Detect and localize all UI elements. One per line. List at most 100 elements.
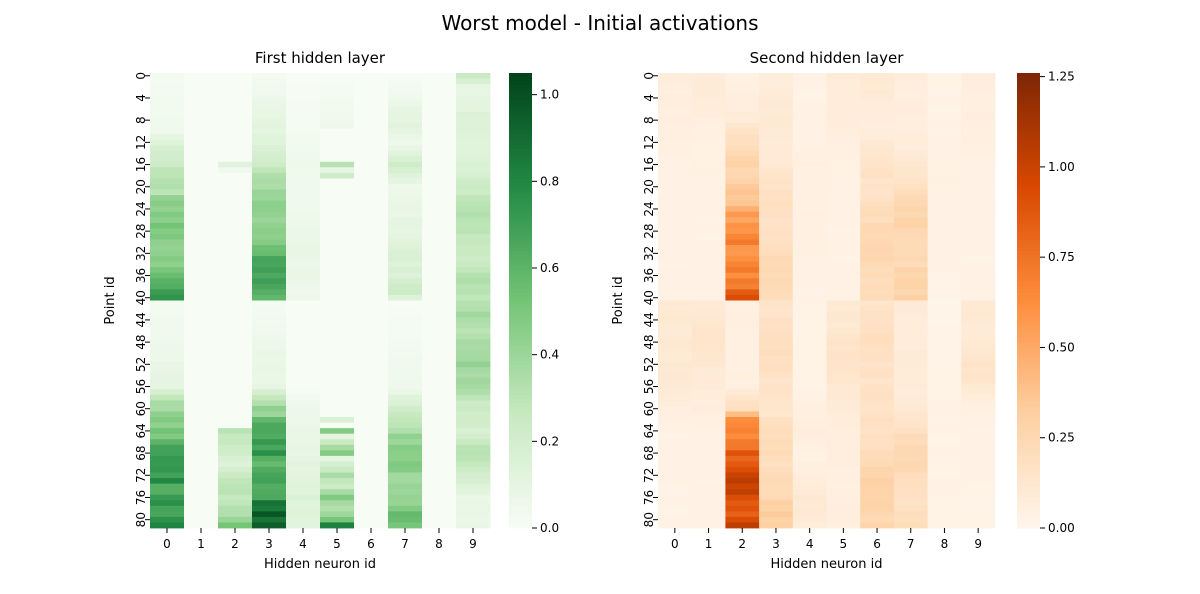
heatmap-cell (927, 367, 962, 374)
heatmap-cell (893, 428, 928, 435)
heatmap-cell (354, 489, 389, 496)
heatmap-cell (252, 466, 287, 473)
heatmap-cell (961, 428, 996, 435)
heatmap-cell (927, 189, 962, 196)
heatmap-cell (759, 200, 794, 207)
heatmap-cell (759, 478, 794, 485)
heatmap-cell (860, 400, 895, 407)
panel-title: Second hidden layer (750, 49, 905, 67)
heatmap-cell (759, 111, 794, 118)
panel-title: First hidden layer (255, 49, 386, 67)
colorbar-segment (509, 258, 532, 264)
x-tick-label: 3 (772, 537, 780, 551)
colorbar-tick-label: 1.25 (1048, 70, 1075, 84)
heatmap-cell (658, 250, 693, 257)
heatmap-cell (286, 516, 321, 523)
colorbar-segment (509, 152, 532, 157)
colorbar-segment (1017, 493, 1040, 499)
heatmap-cell (150, 117, 185, 124)
colorbar-segment (509, 103, 532, 108)
heatmap-cell (658, 233, 693, 240)
heatmap-cell (456, 245, 491, 251)
heatmap-cell (456, 306, 491, 312)
heatmap-cell (422, 294, 457, 301)
heatmap-cell (456, 250, 491, 257)
heatmap-cell (658, 516, 693, 523)
heatmap-cell (184, 106, 219, 113)
heatmap-cell (252, 178, 287, 185)
heatmap-cell (218, 161, 253, 168)
heatmap-cell (759, 516, 794, 523)
heatmap-cell (456, 78, 491, 85)
heatmap-cell (658, 228, 693, 235)
heatmap-cell (252, 73, 287, 79)
heatmap-cell (150, 111, 185, 118)
heatmap-cell (354, 306, 389, 312)
heatmap-cell (150, 122, 185, 129)
heatmap-cell (354, 245, 389, 251)
heatmap-cell (218, 245, 253, 251)
y-tick-label: 80 (642, 512, 656, 527)
y-tick-label: 24 (134, 201, 148, 216)
heatmap-cell (286, 317, 321, 324)
colorbar-segment (509, 156, 532, 161)
heatmap-cell (927, 439, 962, 446)
heatmap-cell (184, 300, 219, 307)
heatmap-cell (893, 73, 928, 79)
heatmap-cell (927, 122, 962, 129)
heatmap-cell (860, 167, 895, 174)
heatmap-cell (826, 239, 861, 246)
heatmap-cell (252, 172, 287, 179)
heatmap-cell (725, 261, 760, 268)
heatmap-cell (422, 428, 457, 435)
heatmap-cell (286, 100, 321, 107)
heatmap-cell (759, 428, 794, 435)
heatmap-cell (658, 206, 693, 213)
heatmap-cell (961, 122, 996, 129)
heatmap-cell (218, 428, 253, 435)
heatmap-cell (252, 372, 287, 379)
heatmap-cell (691, 339, 726, 346)
heatmap-cell (860, 211, 895, 218)
heatmap-cell (252, 444, 287, 451)
heatmap-cell (725, 339, 760, 346)
heatmap-cell (286, 444, 321, 451)
heatmap-cell (691, 117, 726, 124)
heatmap-cell (792, 306, 827, 312)
heatmap-cell (150, 383, 185, 390)
heatmap-cell (286, 245, 321, 251)
y-tick-label: 8 (642, 116, 656, 124)
heatmap-cell (218, 417, 253, 423)
colorbar-segment (1017, 201, 1040, 207)
heatmap-cell (456, 433, 491, 440)
x-tick-label: 8 (435, 537, 443, 551)
heatmap-cell (354, 100, 389, 107)
heatmap-cell (961, 411, 996, 418)
heatmap-cell (184, 494, 219, 501)
colorbar: 0.000.250.500.751.001.25 (1017, 70, 1075, 535)
colorbar-segment (509, 463, 532, 468)
colorbar-segment (1017, 182, 1040, 188)
y-tick-label: 68 (642, 445, 656, 460)
heatmap-cell (456, 73, 491, 79)
heatmap-cell (893, 167, 928, 174)
heatmap-cell (725, 183, 760, 190)
heatmap-cell (320, 355, 355, 362)
heatmap-cell (860, 239, 895, 246)
colorbar-segment (1017, 501, 1040, 506)
heatmap-cell (961, 394, 996, 401)
heatmap-cell (691, 111, 726, 118)
heatmap-cell (759, 344, 794, 351)
colorbar-segment (1017, 194, 1040, 199)
heatmap-cell (456, 511, 491, 518)
heatmap-cell (286, 111, 321, 118)
colorbar-segment (1017, 133, 1040, 138)
heatmap-cell (927, 333, 962, 340)
heatmap-cell (218, 466, 253, 473)
heatmap-cell (456, 161, 491, 168)
y-tick-label: 52 (134, 357, 148, 372)
heatmap-cell (826, 466, 861, 473)
heatmap-cell (150, 333, 185, 340)
heatmap-cell (725, 78, 760, 85)
heatmap-cell (691, 206, 726, 213)
